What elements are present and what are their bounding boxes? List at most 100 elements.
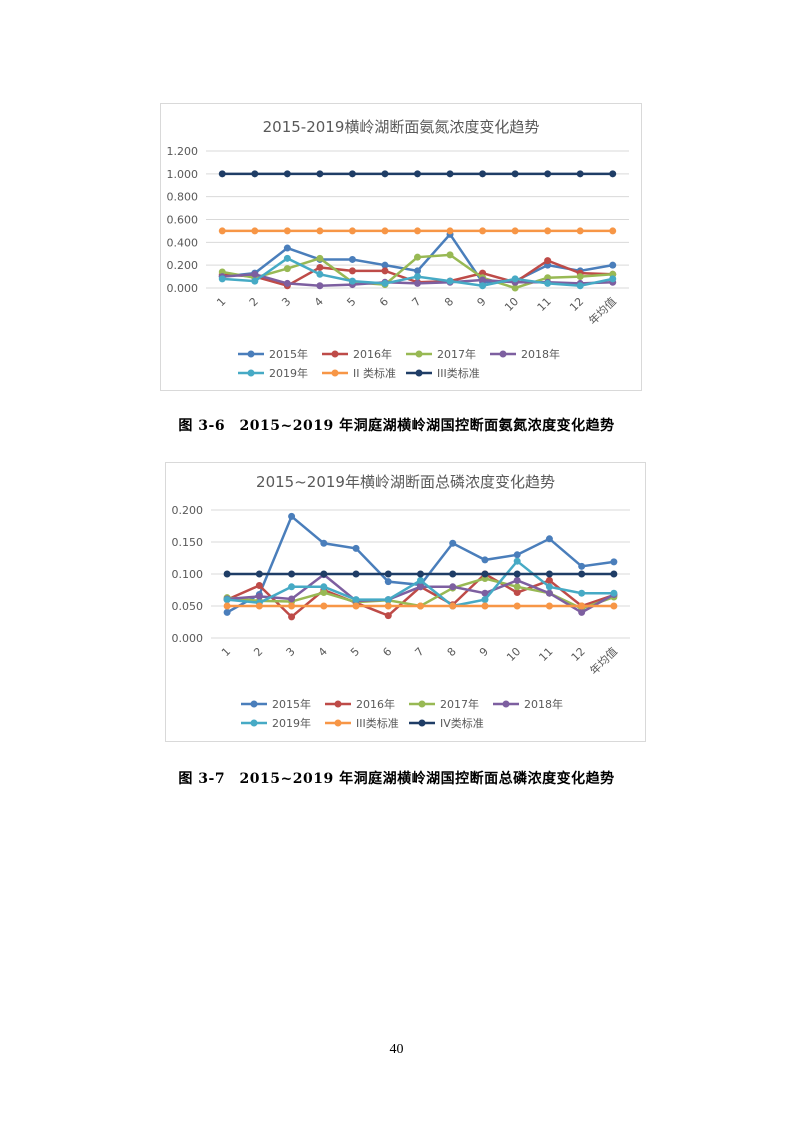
legend-label: 2015年 — [269, 347, 308, 361]
x-tick-label: 3 — [279, 295, 293, 309]
data-point — [352, 602, 360, 610]
data-point — [545, 602, 553, 610]
y-tick-label: 0.050 — [172, 600, 204, 613]
data-point — [417, 583, 424, 591]
legend-label: 2018年 — [524, 697, 563, 711]
chart-title: 2015~2019年横岭湖断面总磷浓度变化趋势 — [256, 473, 555, 491]
data-point — [544, 227, 552, 235]
legend-label: 2019年 — [272, 716, 311, 730]
y-tick-label: 1.000 — [167, 168, 199, 181]
data-point — [384, 602, 392, 610]
legend-marker — [502, 700, 510, 708]
page-number: 40 — [389, 1042, 404, 1057]
x-tick-label: 8 — [442, 295, 456, 309]
data-point — [320, 589, 328, 597]
legend-marker — [415, 350, 423, 358]
data-point — [576, 227, 584, 235]
x-tick-label: 11 — [536, 645, 555, 664]
data-point — [513, 576, 521, 584]
data-point — [511, 170, 519, 178]
data-point — [352, 570, 360, 578]
data-point — [316, 282, 324, 290]
data-point — [320, 570, 328, 578]
y-tick-label: 0.000 — [167, 282, 199, 295]
data-point — [610, 558, 618, 566]
x-tick-label: 10 — [504, 645, 523, 664]
data-point — [288, 602, 296, 610]
data-point — [251, 277, 259, 285]
x-tick-label: 4 — [312, 295, 326, 309]
data-point — [513, 557, 521, 565]
figure-caption-3-7: 图 3-7 2015~2019 年洞庭湖横岭湖国控断面总磷浓度变化趋势 — [178, 771, 615, 787]
data-point — [381, 170, 389, 178]
data-point — [414, 279, 421, 287]
legend-marker — [250, 700, 258, 708]
data-point — [511, 284, 519, 292]
data-point — [255, 602, 263, 610]
x-tick-label: 7 — [412, 645, 426, 659]
data-point — [223, 570, 231, 578]
data-point — [288, 583, 296, 591]
legend-marker — [415, 369, 423, 377]
data-point — [223, 602, 231, 610]
legend-marker — [247, 369, 255, 377]
x-tick-label: 5 — [348, 645, 362, 659]
data-point — [610, 589, 618, 597]
x-tick-label: 12 — [569, 645, 588, 664]
legend-marker — [331, 369, 339, 377]
data-point — [414, 170, 421, 178]
data-point — [316, 170, 324, 178]
data-point — [316, 254, 324, 262]
data-point — [414, 253, 421, 261]
x-tick-label: 6 — [377, 295, 391, 309]
data-point — [545, 583, 553, 591]
data-point — [609, 261, 617, 269]
y-tick-label: 0.100 — [172, 568, 204, 581]
data-point — [479, 282, 487, 290]
data-point — [576, 282, 584, 290]
data-point — [578, 602, 586, 610]
ammonia-chart: 2015-2019横岭湖断面氨氮浓度变化趋势 0.000 0.200 0.400 0.… — [160, 103, 642, 391]
legend-marker — [247, 350, 255, 358]
data-point — [449, 602, 457, 610]
data-point — [384, 570, 392, 578]
legend-marker — [334, 700, 342, 708]
x-tick-label: 10 — [502, 295, 521, 314]
data-point — [544, 257, 552, 265]
data-point — [223, 596, 231, 604]
y-tick-label: 0.400 — [167, 236, 199, 249]
y-tick-label: 0.200 — [172, 504, 204, 517]
x-tick-label: 6 — [380, 645, 394, 659]
data-point — [384, 612, 392, 620]
data-point — [446, 277, 454, 285]
data-point — [255, 582, 263, 590]
legend-label: III类标准 — [437, 366, 480, 380]
data-point — [610, 602, 618, 610]
y-tick-label: 0.150 — [172, 536, 204, 549]
data-point — [417, 576, 424, 584]
x-tick-label: 9 — [477, 645, 491, 659]
data-point — [316, 263, 324, 271]
data-point — [348, 255, 356, 263]
x-tick-label: 8 — [445, 645, 459, 659]
data-point — [576, 273, 584, 281]
data-point — [578, 608, 586, 616]
data-point — [381, 267, 389, 275]
data-point — [511, 227, 519, 235]
data-point — [255, 570, 263, 578]
legend-label: III类标准 — [356, 716, 399, 730]
data-point — [218, 275, 226, 283]
data-point — [283, 244, 291, 252]
y-tick-label: 0.200 — [167, 259, 199, 272]
legend-marker — [499, 350, 507, 358]
data-point — [381, 261, 389, 269]
data-point — [446, 251, 454, 259]
data-point — [481, 589, 489, 597]
y-tick-label: 0.000 — [172, 632, 204, 645]
x-tick-label: 3 — [284, 645, 298, 659]
legend-marker — [334, 719, 342, 727]
phosphorus-chart: 2015~2019年横岭湖断面总磷浓度变化趋势 0.000 0.050 0.100 0… — [165, 462, 646, 742]
